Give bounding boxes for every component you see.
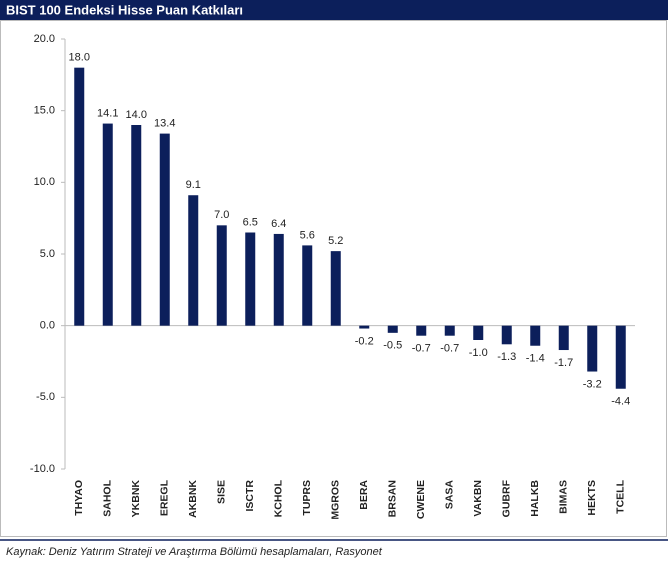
value-label: -1.3 <box>497 351 516 363</box>
value-label: -1.0 <box>469 347 488 359</box>
x-tick-label: KCHOL <box>273 479 285 517</box>
bar <box>131 125 142 326</box>
value-label: -1.4 <box>526 353 545 365</box>
header-bar <box>0 0 668 20</box>
value-label: 13.4 <box>154 118 175 130</box>
value-label: 7.0 <box>214 209 229 221</box>
bar <box>188 195 199 326</box>
x-tick-label: BIMAS <box>558 480 570 514</box>
value-label: -3.2 <box>583 378 602 390</box>
y-tick-label: 20.0 <box>34 33 55 45</box>
bar <box>615 325 626 389</box>
value-label: 18.0 <box>69 52 90 64</box>
value-label: -0.2 <box>355 335 374 347</box>
value-label: 5.2 <box>328 235 343 247</box>
x-tick-label: BRSAN <box>387 480 399 517</box>
x-tick-label: SISE <box>216 480 228 504</box>
bar <box>216 225 227 326</box>
y-tick-label: 15.0 <box>34 105 55 117</box>
value-label: -4.4 <box>611 396 630 408</box>
x-tick-label: YKBNK <box>130 480 142 518</box>
x-tick-label: TCELL <box>615 479 627 513</box>
x-tick-label: CWENE <box>415 480 427 519</box>
bar <box>530 325 541 346</box>
chart-title: BIST 100 Endeksi Hisse Puan Katkıları <box>6 2 243 17</box>
y-tick-label: 5.0 <box>40 248 55 260</box>
value-label: 9.1 <box>186 179 201 191</box>
x-tick-label: AKBNK <box>187 480 199 518</box>
y-tick-label: -10.0 <box>30 463 55 475</box>
x-tick-label: SASA <box>444 480 456 510</box>
bar <box>74 67 85 326</box>
x-tick-label: EREGL <box>159 479 171 516</box>
bar <box>416 325 427 336</box>
bar <box>387 325 398 333</box>
value-label: -1.7 <box>554 357 573 369</box>
x-tick-label: TUPRS <box>301 480 313 516</box>
x-tick-label: THYAO <box>73 480 85 516</box>
value-label: -0.7 <box>412 343 431 355</box>
y-tick-label: -5.0 <box>36 391 55 403</box>
x-tick-label: MGROS <box>330 480 342 520</box>
x-tick-label: SAHOL <box>102 479 114 516</box>
bar <box>558 325 569 351</box>
bar <box>587 325 598 372</box>
value-label: -0.7 <box>440 343 459 355</box>
bar <box>359 325 370 329</box>
value-label: 6.5 <box>243 216 258 228</box>
x-tick-label: HEKTS <box>586 480 598 516</box>
bar <box>473 325 484 340</box>
y-tick-label: 10.0 <box>34 176 55 188</box>
y-tick-label: 0.0 <box>40 320 55 332</box>
bar <box>501 325 512 345</box>
value-label: 14.0 <box>126 109 147 121</box>
bar <box>330 251 341 326</box>
value-label: 14.1 <box>97 107 118 119</box>
bar <box>273 233 284 326</box>
value-label: 6.4 <box>271 218 286 230</box>
bar <box>444 325 455 336</box>
bar <box>302 245 313 326</box>
x-tick-label: HALKB <box>529 480 541 517</box>
source-note: Kaynak: Deniz Yatırım Strateji ve Araştı… <box>6 546 383 558</box>
x-tick-label: VAKBN <box>472 480 484 517</box>
value-label: -0.5 <box>383 340 402 352</box>
chart-frame <box>0 20 667 537</box>
bar <box>102 123 113 326</box>
bar <box>245 232 256 326</box>
x-tick-label: GUBRF <box>501 479 513 517</box>
value-label: 5.6 <box>300 229 315 241</box>
x-tick-label: BERA <box>358 480 370 510</box>
x-tick-label: ISCTR <box>244 480 256 512</box>
bar <box>159 133 170 326</box>
